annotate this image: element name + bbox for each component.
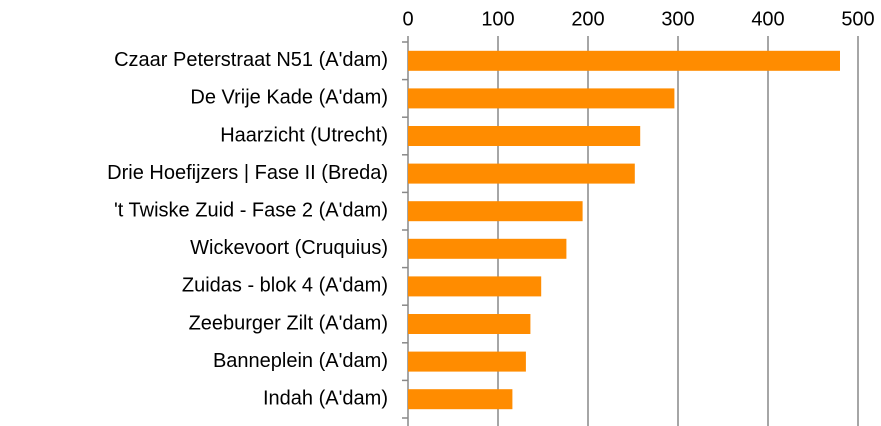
bar <box>408 163 635 184</box>
bar <box>408 238 567 259</box>
x-tick-label: 200 <box>571 8 604 30</box>
bar <box>408 50 840 71</box>
x-tick-label: 300 <box>661 8 694 30</box>
x-tick-label: 100 <box>481 8 514 30</box>
bar <box>408 276 542 297</box>
y-tick-label: Banneplein (A'dam) <box>213 350 388 372</box>
y-tick-label: Zeeburger Zilt (A'dam) <box>189 312 388 334</box>
bar <box>408 389 513 410</box>
x-tick-label: 0 <box>402 8 413 30</box>
y-tick-label: Wickevoort (Cruquius) <box>190 237 388 259</box>
y-tick-label: Drie Hoefijzers | Fase II (Breda) <box>107 162 388 184</box>
bar <box>408 201 583 222</box>
y-tick-label: Czaar Peterstraat N51 (A'dam) <box>114 49 388 71</box>
bar <box>408 351 526 372</box>
bar <box>408 88 675 109</box>
bar <box>408 314 531 334</box>
y-tick-label: Zuidas - blok 4 (A'dam) <box>182 275 388 297</box>
y-tick-label: Indah (A'dam) <box>263 387 388 409</box>
bar <box>408 126 641 146</box>
x-tick-label: 500 <box>841 8 874 30</box>
y-tick-label: Haarzicht (Utrecht) <box>220 124 388 146</box>
y-tick-label: 't Twiske Zuid - Fase 2 (A'dam) <box>114 199 388 221</box>
x-tick-label: 400 <box>751 8 784 30</box>
y-tick-label: De Vrije Kade (A'dam) <box>190 87 388 109</box>
